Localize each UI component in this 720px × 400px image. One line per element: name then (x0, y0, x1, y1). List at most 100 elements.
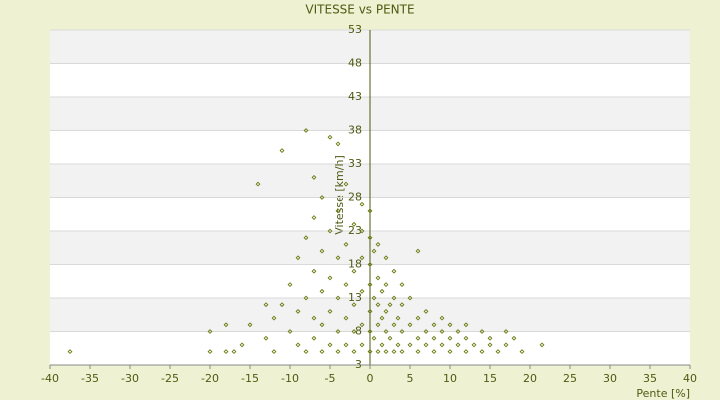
x-tick-label: 15 (483, 372, 497, 385)
point (463, 349, 469, 355)
point (359, 228, 365, 234)
point (387, 302, 393, 308)
point (383, 308, 389, 314)
point (335, 295, 341, 301)
point (335, 349, 341, 355)
point (383, 349, 389, 355)
point (359, 288, 365, 294)
point (463, 335, 469, 341)
point (359, 201, 365, 207)
point (479, 329, 485, 334)
point (371, 248, 377, 254)
point (335, 329, 341, 334)
point (399, 302, 405, 308)
point (367, 329, 373, 334)
x-tick-label: 40 (683, 372, 697, 385)
x-tick-label: 25 (563, 372, 577, 385)
point (327, 308, 333, 314)
point (503, 329, 509, 334)
y-tick-label: 43 (348, 90, 362, 103)
point (367, 262, 373, 267)
point (327, 228, 333, 234)
point (391, 322, 397, 328)
point (407, 342, 413, 348)
point (351, 268, 357, 274)
point (455, 342, 461, 348)
point (311, 215, 317, 221)
point (319, 322, 325, 328)
point (399, 282, 405, 288)
point (399, 329, 405, 334)
point (375, 322, 381, 328)
point (383, 329, 389, 334)
point (271, 349, 277, 355)
y-tick-label: 53 (348, 23, 362, 36)
x-tick-label: 5 (407, 372, 414, 385)
point (319, 248, 325, 254)
point (359, 342, 365, 348)
point (247, 322, 253, 328)
point (415, 335, 421, 341)
x-tick-label: -10 (281, 372, 299, 385)
point (415, 315, 421, 321)
point (335, 208, 341, 214)
y-tick-label: 38 (348, 124, 362, 137)
point (319, 349, 325, 355)
point (287, 329, 293, 334)
point (367, 308, 373, 314)
point (431, 349, 437, 355)
point (431, 335, 437, 341)
y-tick-label: 18 (348, 258, 362, 271)
point (391, 349, 397, 355)
point (463, 322, 469, 328)
point (319, 195, 325, 200)
point (447, 349, 453, 355)
x-axis-label: Pente [%] (636, 387, 690, 400)
point (239, 342, 245, 348)
point (279, 148, 285, 154)
point (327, 342, 333, 348)
point (303, 349, 309, 355)
x-tick-label: 30 (603, 372, 617, 385)
point (439, 329, 445, 334)
point (379, 342, 385, 348)
point (399, 349, 405, 355)
point (511, 335, 517, 341)
point (343, 282, 349, 288)
point (303, 235, 309, 241)
x-tick-label: -40 (41, 372, 59, 385)
point (351, 302, 357, 308)
y-tick-label: 33 (348, 157, 362, 170)
point (423, 308, 429, 314)
point (279, 302, 285, 308)
point (383, 282, 389, 288)
point (447, 322, 453, 328)
point (255, 181, 261, 187)
x-tick-label: -25 (161, 372, 179, 385)
point (367, 282, 373, 288)
point (391, 295, 397, 301)
point (335, 141, 341, 147)
point (351, 221, 357, 227)
point (519, 349, 525, 355)
point (423, 342, 429, 348)
point (263, 302, 269, 308)
point (439, 315, 445, 321)
y-tick-label: 28 (348, 191, 362, 204)
point (287, 282, 293, 288)
point (423, 329, 429, 334)
point (311, 335, 317, 341)
chart-title: VITESSE vs PENTE (305, 3, 414, 17)
y-tick-label: 8 (355, 325, 362, 338)
point (295, 342, 301, 348)
point (415, 248, 421, 254)
x-tick-label: -15 (241, 372, 259, 385)
point (311, 174, 317, 180)
point (371, 335, 377, 341)
point (367, 235, 373, 241)
point (375, 349, 381, 355)
x-tick-label: 35 (643, 372, 657, 385)
point (343, 181, 349, 187)
y-tick-label: 23 (348, 224, 362, 237)
